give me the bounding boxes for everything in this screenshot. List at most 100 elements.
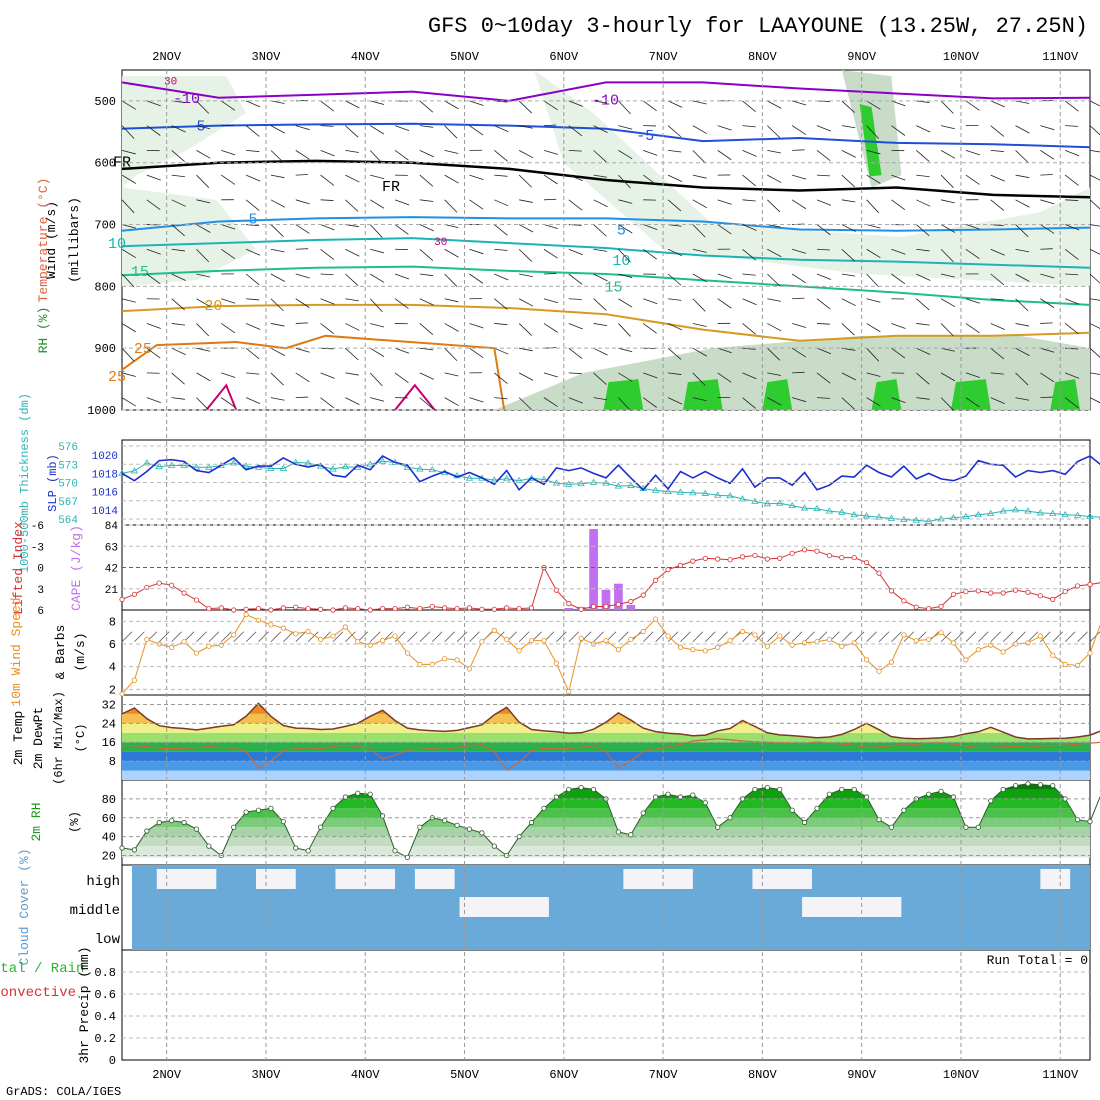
wind-barb (692, 199, 707, 209)
thickness-point (862, 512, 871, 519)
wind-barb (593, 224, 607, 237)
wind-barb (370, 248, 385, 254)
wind-barb (792, 371, 805, 374)
wind-barb (1040, 273, 1055, 279)
wind-barb (245, 174, 261, 182)
wind-barb (742, 298, 757, 306)
rh2m-point (665, 791, 671, 797)
surface-wind-barb (295, 631, 307, 643)
surface-wind-barb (990, 631, 1002, 643)
rh-shade-area (534, 70, 1090, 287)
x-tick-label-top: 9NOV (847, 50, 877, 64)
wind-barb (792, 100, 807, 106)
wind-speed-point (392, 633, 398, 639)
lifted-index-point (380, 605, 386, 612)
lifted-index-point (727, 557, 733, 563)
wind-speed-point (640, 628, 646, 635)
thickness-point (192, 463, 201, 470)
wind-barb (841, 150, 856, 158)
wind-barb (965, 298, 980, 304)
wind-barb (891, 125, 906, 136)
wind-speed-point (702, 648, 708, 654)
rh2m-point (578, 784, 584, 791)
wind-barb (1040, 224, 1055, 234)
wind-barb (841, 273, 856, 277)
wind-barb (568, 372, 582, 375)
surface-wind-barb (866, 631, 877, 643)
wind-barb (990, 248, 1005, 256)
wind-barb (1040, 199, 1055, 205)
surface-wind-barb (270, 631, 282, 643)
thickness-point (540, 475, 548, 482)
thickness-point (577, 479, 585, 487)
thickness-point (304, 459, 312, 466)
cloud-gap (752, 869, 813, 889)
wind-barb (742, 372, 757, 380)
thickness-point (999, 507, 1007, 514)
wind-speed-point (715, 644, 721, 651)
wind-speed-point (206, 643, 212, 649)
thickness-point (527, 474, 536, 481)
surface-wind-barb (804, 631, 815, 643)
wind-barb (767, 372, 781, 376)
wind-barb (320, 224, 335, 231)
isotherm-line (121, 237, 1091, 269)
x-tick-label-top: 2NOV (152, 50, 182, 64)
lifted-index-point (901, 598, 907, 604)
wind-barb (667, 347, 682, 360)
rh-band (122, 817, 1090, 828)
wind-barb (642, 248, 657, 260)
wind-barb (990, 149, 1004, 152)
y-axis-label: Cloud Cover (%) (17, 848, 32, 965)
wind-barb (692, 150, 706, 164)
wind-barb (593, 125, 608, 133)
wind-barb (692, 323, 707, 327)
thickness-point (974, 510, 983, 518)
isotherm-label: FR (382, 179, 400, 196)
lifted-index-point (702, 555, 708, 561)
lifted-index-point (578, 606, 584, 612)
wind-barb (1015, 174, 1030, 179)
y-axis-label: 1000-500mb Thickness (dm) (18, 393, 32, 573)
cloud-gap (802, 897, 902, 917)
wind-barb (171, 174, 186, 178)
rh-band (122, 846, 1090, 858)
thickness-point (850, 510, 858, 518)
wind-barb (345, 372, 359, 376)
wind-barb (419, 174, 434, 187)
wind-barb (1040, 347, 1055, 353)
wind-barb (494, 150, 508, 162)
rh2m-point (206, 843, 212, 849)
wind-barb (618, 248, 631, 263)
thickness-point (763, 500, 772, 507)
wind-barb (494, 372, 508, 385)
surface-wind-barb (369, 631, 381, 643)
rh2m-point (640, 810, 646, 816)
rh2m-point (851, 786, 857, 793)
wind-barb (1015, 323, 1030, 327)
wind-barb (1040, 322, 1053, 324)
dewpoint-line (122, 738, 1100, 771)
lifted-index-point (528, 605, 535, 611)
wind-barb (642, 323, 657, 334)
wind-barb (891, 199, 906, 210)
rh2m-point (479, 830, 485, 836)
surface-wind-barb (431, 631, 443, 643)
isotherm-line (121, 122, 1091, 149)
wind-speed-point (653, 616, 659, 622)
wind-barb (717, 347, 732, 354)
rh2m-point (1025, 781, 1031, 787)
wind-barb (543, 149, 558, 155)
rh2m-point (404, 854, 411, 861)
rh2m-point (888, 824, 895, 830)
wind-barb (990, 372, 1004, 375)
lifted-index-point (1025, 589, 1031, 595)
wind-barb (345, 323, 360, 331)
wind-barb (121, 248, 136, 259)
wind-barb (1015, 199, 1030, 208)
x-tick-label-top: 10NOV (943, 50, 980, 64)
thickness-point (205, 463, 213, 470)
wind-barb (221, 298, 236, 304)
wind-barb (196, 174, 210, 188)
wind-barb (692, 125, 707, 134)
